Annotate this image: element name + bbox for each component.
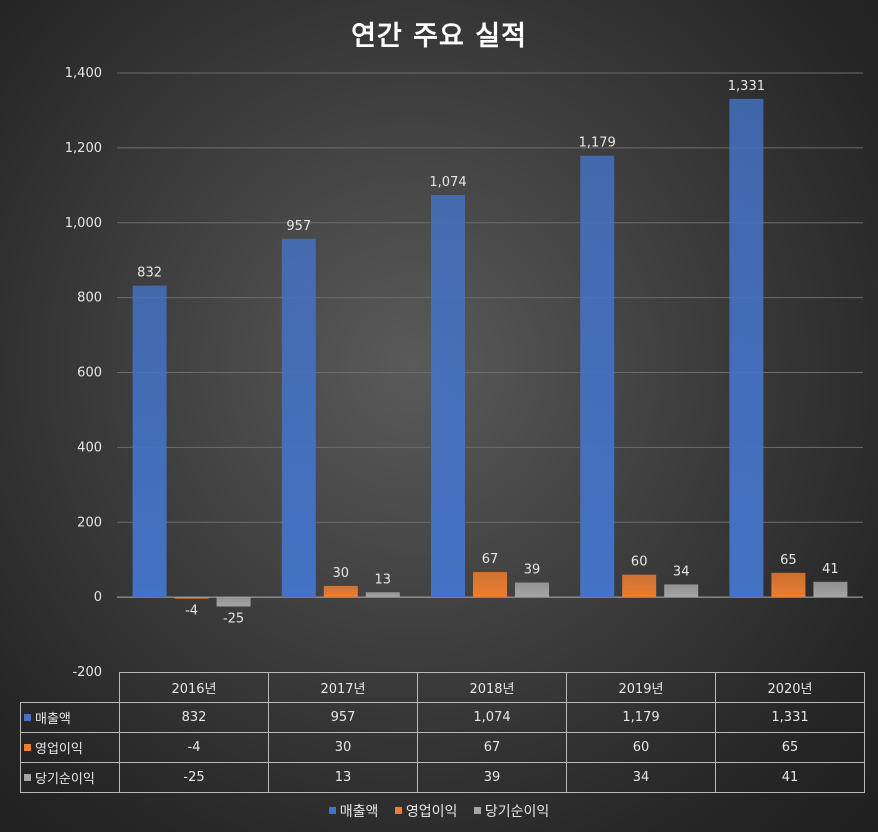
table-cell: 30 <box>268 732 418 763</box>
legend-item: 영업이익 <box>394 801 458 821</box>
bar <box>365 592 400 598</box>
bar <box>473 572 507 598</box>
table-cell: 34 <box>566 762 716 793</box>
y-tick-label: 0 <box>94 590 102 605</box>
table-cell: 1,074 <box>417 702 567 733</box>
table-cell: 65 <box>715 732 865 763</box>
row-label: 매출액 <box>35 712 71 727</box>
legend-key-net-income <box>24 774 31 781</box>
data-label: 1,074 <box>429 175 466 190</box>
y-tick-label: 400 <box>77 440 102 455</box>
data-label: 13 <box>375 572 392 587</box>
legend-label: 매출액 <box>339 804 379 820</box>
legend-item: 매출액 <box>328 801 379 821</box>
data-label: 34 <box>673 564 690 579</box>
table-row-header: 매출액 <box>20 702 120 733</box>
legend-swatch <box>394 807 402 814</box>
table-row-header: 당기순이익 <box>20 762 120 793</box>
bar <box>580 155 615 598</box>
data-label: 832 <box>137 266 162 281</box>
y-tick-label: 1,000 <box>65 216 102 231</box>
table-cell: 39 <box>417 762 567 793</box>
y-tick-label: 600 <box>77 366 102 381</box>
data-label: 67 <box>482 552 499 567</box>
table-col-header: 2019년 <box>566 672 716 703</box>
bar <box>729 98 764 598</box>
legend-label: 당기순이익 <box>484 804 550 820</box>
table-row: 당기순이익 -25 13 39 34 41 <box>20 762 865 793</box>
data-label: 65 <box>780 553 797 568</box>
bar <box>771 572 806 598</box>
data-label: 60 <box>631 555 648 570</box>
data-table: 2016년 2017년 2018년 2019년 2020년 매출액 832 95… <box>20 672 865 793</box>
data-label: 39 <box>524 563 541 578</box>
data-label: 1,331 <box>728 79 765 94</box>
data-label: 41 <box>822 562 839 577</box>
data-label: 957 <box>286 219 311 234</box>
bar <box>174 597 209 599</box>
y-tick-label: 1,400 <box>65 66 102 81</box>
table-row: 매출액 832 957 1,074 1,179 1,331 <box>20 702 865 733</box>
bar <box>323 585 358 598</box>
bar <box>664 584 699 598</box>
table-row-header: 영업이익 <box>20 732 120 763</box>
bar <box>281 238 316 598</box>
bar <box>515 582 549 598</box>
table-cell: -25 <box>119 762 269 793</box>
table-cell: 957 <box>268 702 418 733</box>
bar <box>132 285 167 598</box>
legend-item: 당기순이익 <box>473 801 550 821</box>
table-cell: 41 <box>715 762 865 793</box>
table-header-row: 2016년 2017년 2018년 2019년 2020년 <box>20 672 865 703</box>
table-cell: 1,331 <box>715 702 865 733</box>
table-cell: 832 <box>119 702 269 733</box>
table-row: 영업이익 -4 30 67 60 65 <box>20 732 865 763</box>
legend-key-sales <box>24 714 31 721</box>
bar <box>216 597 251 607</box>
y-tick-label: 200 <box>77 515 102 530</box>
legend-key-operating-profit <box>24 744 31 751</box>
bar <box>622 574 657 598</box>
data-label: 30 <box>333 566 350 581</box>
chart-title: 연간 주요 실적 <box>351 21 527 52</box>
table-corner <box>20 672 120 703</box>
table-cell: 60 <box>566 732 716 763</box>
legend-swatch <box>473 807 481 814</box>
table-col-header: 2020년 <box>715 672 865 703</box>
bar <box>813 581 848 598</box>
data-label: 1,179 <box>579 136 616 151</box>
row-label: 당기순이익 <box>35 772 95 787</box>
table-col-header: 2016년 <box>119 672 269 703</box>
bar <box>431 195 465 598</box>
table-cell: 13 <box>268 762 418 793</box>
table-cell: 1,179 <box>566 702 716 733</box>
row-label: 영업이익 <box>35 742 83 757</box>
data-label: -25 <box>223 611 244 626</box>
y-tick-label: 1,200 <box>65 141 102 156</box>
y-tick-label: 800 <box>77 291 102 306</box>
legend: 매출액 영업이익 당기순이익 <box>0 801 878 821</box>
legend-label: 영업이익 <box>405 804 458 820</box>
legend-swatch <box>328 807 336 814</box>
table-col-header: 2017년 <box>268 672 418 703</box>
table-cell: -4 <box>119 732 269 763</box>
table-cell: 67 <box>417 732 567 763</box>
data-label: -4 <box>185 604 198 619</box>
table-col-header: 2018년 <box>417 672 567 703</box>
